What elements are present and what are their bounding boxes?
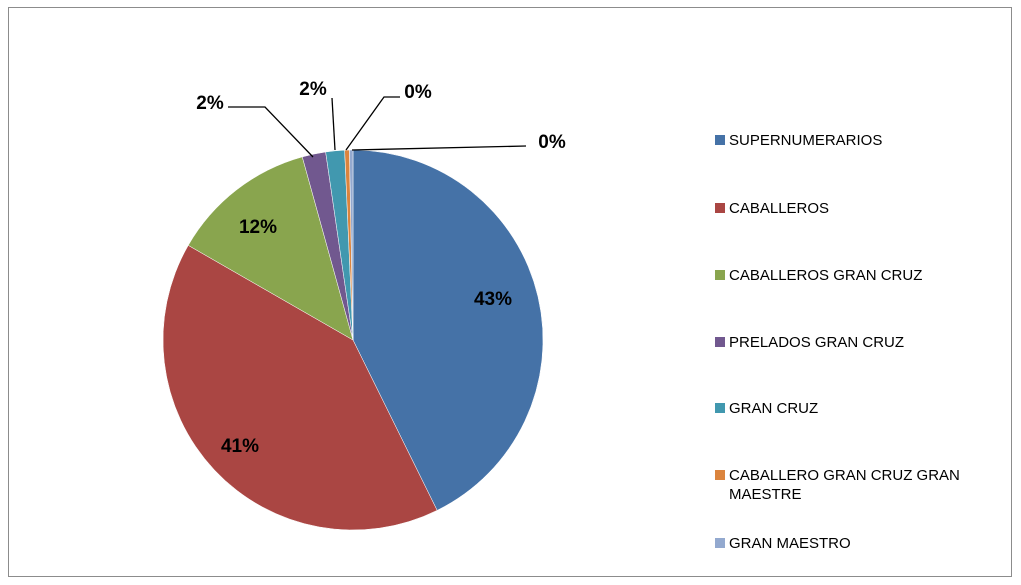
legend-label: GRAN CRUZ xyxy=(729,400,819,417)
legend-label: GRAN MAESTRO xyxy=(729,535,851,552)
legend-swatch xyxy=(715,203,725,213)
pie-slice xyxy=(187,156,354,341)
data-label: 2% xyxy=(299,79,327,100)
legend-swatch xyxy=(715,470,725,480)
pie-slice xyxy=(352,149,544,511)
legend-label: CABALLERO GRAN CRUZ GRAN MAESTRE xyxy=(729,467,960,503)
data-label: 41% xyxy=(221,436,259,457)
legend-label: SUPERNUMERARIOS xyxy=(729,132,883,149)
chart-frame xyxy=(8,7,1012,577)
leader-line xyxy=(345,96,400,151)
pie-slice xyxy=(162,245,438,531)
legend-swatch xyxy=(715,270,725,280)
data-label: 0% xyxy=(538,132,566,153)
legend-swatch xyxy=(715,135,725,145)
data-label: 0% xyxy=(404,82,432,103)
legend-label: CABALLEROS GRAN CRUZ xyxy=(729,267,923,284)
leader-line xyxy=(228,106,314,158)
data-label: 2% xyxy=(196,93,224,114)
leader-line xyxy=(331,97,336,151)
legend-swatch xyxy=(715,538,725,548)
legend-label: PRELADOS GRAN CRUZ xyxy=(729,334,905,351)
legend-swatch xyxy=(715,403,725,413)
data-label: 12% xyxy=(239,217,277,238)
legend-item: CABALLERO GRAN CRUZ GRAN MAESTRE xyxy=(715,466,995,504)
legend-label: CABALLEROS xyxy=(729,200,830,217)
leader-line xyxy=(351,145,527,151)
legend-swatch xyxy=(715,337,725,347)
legend-item: CABALLEROS xyxy=(715,199,995,218)
legend-item: SUPERNUMERARIOS xyxy=(715,131,995,150)
data-label: 43% xyxy=(474,289,512,310)
legend-item: CABALLEROS GRAN CRUZ xyxy=(715,266,995,285)
legend-item: GRAN MAESTRO xyxy=(715,534,995,553)
legend-item: GRAN CRUZ xyxy=(715,399,995,418)
legend-item: PRELADOS GRAN CRUZ xyxy=(715,333,995,352)
